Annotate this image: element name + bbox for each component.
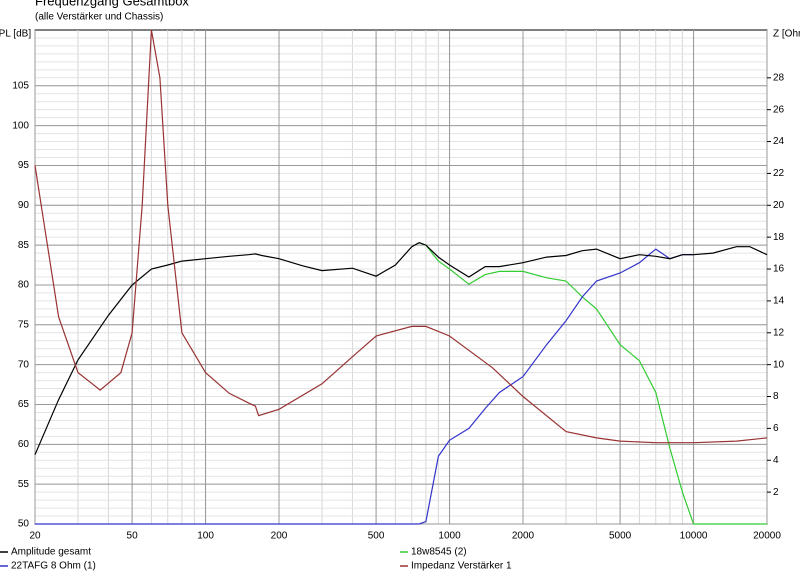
y-tick-label: 60 <box>18 439 30 450</box>
y2-tick-label: 26 <box>773 104 785 115</box>
y2-tick-label: 24 <box>773 136 785 147</box>
y-tick-label: 100 <box>12 120 29 131</box>
y2-tick-label: 10 <box>773 359 785 370</box>
y2-axis-label: Z [Ohm] <box>773 29 800 40</box>
y-tick-label: 90 <box>18 200 30 211</box>
chart-subtitle: (alle Verstärker und Chassis) <box>35 12 163 23</box>
y-tick-label: 75 <box>18 319 30 330</box>
legend-label: Impedanz Verstärker 1 <box>411 561 512 572</box>
y2-tick-label: 4 <box>773 455 779 466</box>
y2-tick-label: 22 <box>773 168 785 179</box>
x-tick-label: 20 <box>29 531 41 542</box>
legend-label: Amplitude gesamt <box>11 547 91 558</box>
x-tick-label: 50 <box>127 531 139 542</box>
y-tick-label: 95 <box>18 160 30 171</box>
x-tick-label: 5000 <box>609 531 632 542</box>
y-tick-label: 50 <box>18 519 30 530</box>
chart-title: Frequenzgang Gesamtbox <box>35 0 189 8</box>
y-tick-label: 80 <box>18 280 30 291</box>
x-tick-label: 500 <box>368 531 385 542</box>
x-tick-label: 20000 <box>753 531 781 542</box>
series-line <box>34 242 768 455</box>
x-tick-label: 200 <box>271 531 288 542</box>
y-tick-label: 65 <box>18 399 30 410</box>
y2-tick-label: 2 <box>773 487 779 498</box>
y2-tick-label: 8 <box>773 391 779 402</box>
y-tick-label: 105 <box>12 80 29 91</box>
y-axis-label: SPL [dB] <box>0 29 31 40</box>
y2-tick-label: 14 <box>773 296 785 307</box>
y2-tick-label: 18 <box>773 232 785 243</box>
y2-tick-label: 16 <box>773 264 785 275</box>
y2-tick-label: 20 <box>773 200 785 211</box>
legend-label: 18w8545 (2) <box>411 547 467 558</box>
y-tick-label: 70 <box>18 359 30 370</box>
y2-tick-label: 6 <box>773 423 779 434</box>
x-tick-label: 1000 <box>438 531 461 542</box>
y2-tick-label: 12 <box>773 327 785 338</box>
y-tick-label: 85 <box>18 240 30 251</box>
x-tick-label: 10000 <box>680 531 708 542</box>
x-tick-label: 2000 <box>512 531 535 542</box>
series-line <box>34 29 768 444</box>
series-line <box>35 248 694 525</box>
x-tick-label: 100 <box>197 531 214 542</box>
legend-label: 22TAFG 8 Ohm (1) <box>11 561 96 572</box>
y2-tick-label: 28 <box>773 72 785 83</box>
y-tick-label: 55 <box>18 479 30 490</box>
